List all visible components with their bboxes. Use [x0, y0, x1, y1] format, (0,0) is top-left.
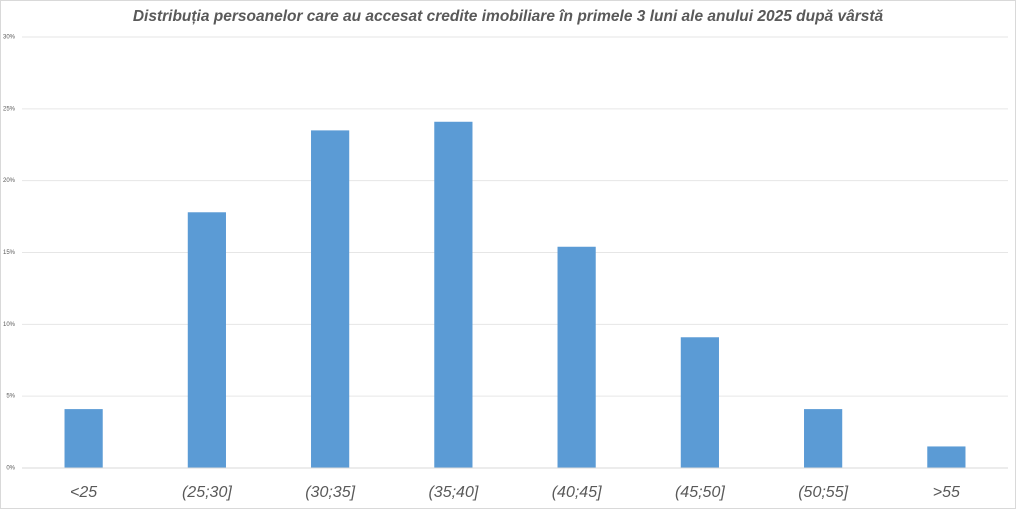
bar: [680, 337, 719, 468]
x-tick-label: <25: [70, 484, 97, 501]
x-tick-label: (45;50]: [675, 484, 725, 501]
bar: [927, 446, 966, 468]
x-tick-label: (50;55]: [798, 484, 848, 501]
y-tick-label: 10%: [3, 322, 16, 328]
y-tick-label: 5%: [6, 394, 15, 400]
y-tick-label: 20%: [3, 178, 16, 184]
x-tick-label: (35;40]: [428, 484, 478, 501]
bar: [434, 121, 473, 468]
x-tick-label: (25;30]: [182, 484, 232, 501]
y-tick-label: 25%: [3, 106, 16, 112]
bar: [187, 212, 226, 468]
bar: [557, 246, 596, 468]
bar: [804, 409, 843, 468]
x-tick-label: (30;35]: [305, 484, 355, 501]
x-tick-label: (40;45]: [552, 484, 602, 501]
chart-border: [0, 0, 1016, 509]
bar: [64, 409, 103, 468]
chart-title: Distribuția persoanelor care au accesat …: [133, 8, 884, 25]
y-tick-label: 15%: [3, 250, 16, 256]
x-tick-label: >55: [933, 484, 960, 501]
y-tick-label: 30%: [3, 35, 16, 41]
bar: [311, 130, 350, 468]
y-tick-label: 0%: [6, 466, 15, 472]
